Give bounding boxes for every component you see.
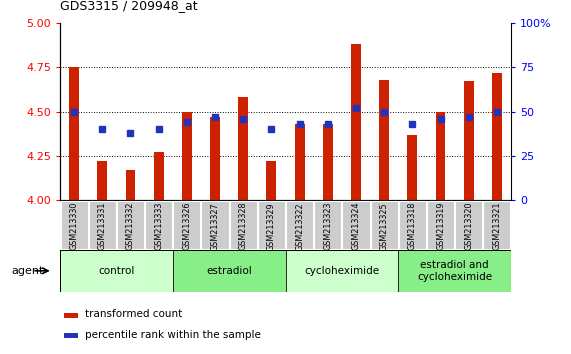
Bar bbox=[464, 81, 474, 200]
Text: GSM213319: GSM213319 bbox=[436, 202, 445, 251]
Bar bbox=[267, 161, 276, 200]
FancyBboxPatch shape bbox=[399, 200, 426, 249]
FancyBboxPatch shape bbox=[173, 200, 200, 249]
Text: GSM213329: GSM213329 bbox=[267, 202, 276, 251]
Text: GSM213324: GSM213324 bbox=[352, 202, 360, 251]
FancyBboxPatch shape bbox=[230, 200, 257, 249]
Text: GSM213328: GSM213328 bbox=[239, 202, 248, 251]
FancyBboxPatch shape bbox=[258, 200, 285, 249]
Text: GSM213332: GSM213332 bbox=[126, 202, 135, 251]
Bar bbox=[182, 112, 192, 200]
Bar bbox=[286, 250, 399, 292]
Bar bbox=[65, 313, 78, 318]
Bar bbox=[351, 44, 361, 200]
Text: GSM213331: GSM213331 bbox=[98, 202, 107, 250]
FancyBboxPatch shape bbox=[484, 200, 510, 249]
Text: agent: agent bbox=[11, 266, 44, 276]
Text: control: control bbox=[98, 266, 135, 276]
Bar bbox=[323, 124, 333, 200]
Text: transformed count: transformed count bbox=[85, 309, 182, 319]
Text: estradiol: estradiol bbox=[206, 266, 252, 276]
Text: GSM213321: GSM213321 bbox=[492, 202, 501, 251]
FancyBboxPatch shape bbox=[455, 200, 482, 249]
FancyBboxPatch shape bbox=[314, 200, 341, 249]
Bar bbox=[492, 73, 502, 200]
Text: GSM213323: GSM213323 bbox=[323, 202, 332, 251]
Text: GSM213325: GSM213325 bbox=[380, 202, 389, 251]
FancyBboxPatch shape bbox=[61, 200, 87, 249]
Bar bbox=[408, 135, 417, 200]
Bar bbox=[65, 333, 78, 338]
Text: GSM213327: GSM213327 bbox=[211, 202, 219, 251]
FancyBboxPatch shape bbox=[286, 200, 313, 249]
Bar bbox=[173, 250, 286, 292]
Text: GSM213330: GSM213330 bbox=[70, 202, 79, 250]
Text: GSM213333: GSM213333 bbox=[154, 202, 163, 250]
Bar bbox=[210, 117, 220, 200]
Bar bbox=[238, 97, 248, 200]
Text: percentile rank within the sample: percentile rank within the sample bbox=[85, 330, 260, 339]
Text: cycloheximide: cycloheximide bbox=[304, 266, 380, 276]
Bar bbox=[399, 250, 511, 292]
FancyBboxPatch shape bbox=[89, 200, 116, 249]
Text: GSM213322: GSM213322 bbox=[295, 202, 304, 251]
FancyBboxPatch shape bbox=[117, 200, 144, 249]
Bar bbox=[69, 67, 79, 200]
Bar bbox=[436, 112, 445, 200]
Bar bbox=[60, 250, 173, 292]
Bar bbox=[126, 170, 135, 200]
Bar bbox=[295, 124, 304, 200]
FancyBboxPatch shape bbox=[371, 200, 398, 249]
Bar bbox=[97, 161, 107, 200]
Bar bbox=[154, 152, 163, 200]
Text: GSM213318: GSM213318 bbox=[408, 202, 417, 250]
FancyBboxPatch shape bbox=[202, 200, 228, 249]
Text: GSM213320: GSM213320 bbox=[464, 202, 473, 251]
Text: GDS3315 / 209948_at: GDS3315 / 209948_at bbox=[60, 0, 198, 12]
Bar bbox=[379, 80, 389, 200]
FancyBboxPatch shape bbox=[145, 200, 172, 249]
FancyBboxPatch shape bbox=[343, 200, 369, 249]
FancyBboxPatch shape bbox=[427, 200, 454, 249]
Text: GSM213326: GSM213326 bbox=[182, 202, 191, 251]
Text: estradiol and
cycloheximide: estradiol and cycloheximide bbox=[417, 260, 492, 282]
